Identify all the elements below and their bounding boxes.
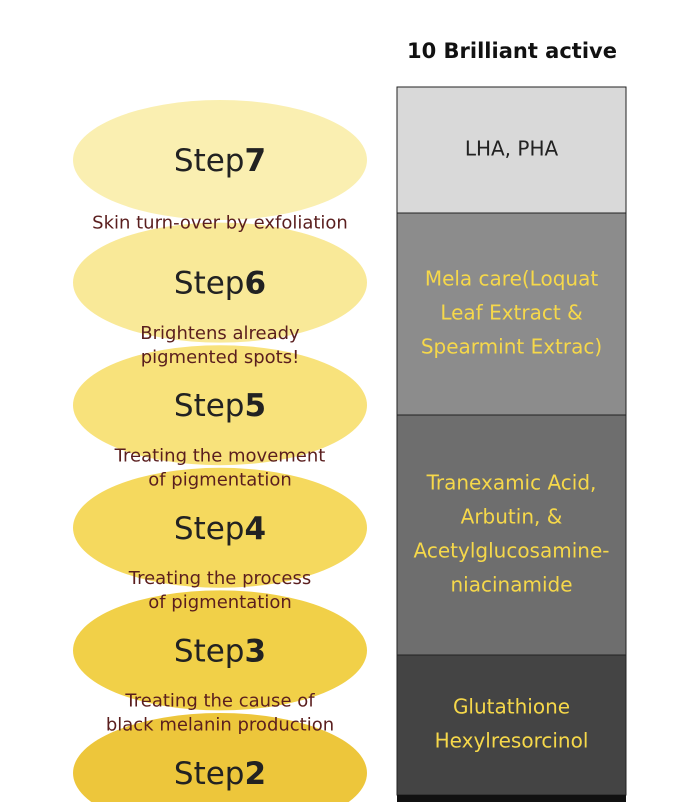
- step-ellipse: [73, 222, 367, 343]
- step-number: 7: [245, 143, 267, 179]
- step-description: Brightens already: [140, 323, 300, 344]
- step-ellipse: [73, 713, 367, 802]
- step-number: 4: [245, 510, 267, 546]
- step-description: of pigmentation: [148, 470, 292, 491]
- active-block: [396, 654, 627, 796]
- step-number: 6: [245, 265, 267, 301]
- step-description: Treating the cause of: [124, 691, 315, 712]
- step-description: of pigmentation: [148, 592, 292, 613]
- step-label: Step3: [174, 633, 266, 669]
- step-label: Step7: [174, 143, 266, 179]
- active-block: [396, 212, 627, 416]
- step-word: Step: [174, 510, 245, 546]
- active-text: Mela care(Loquat: [425, 267, 599, 291]
- active-text: Hexylresorcinol: [435, 729, 589, 753]
- step-description: Skin turn-over by exfoliation: [92, 212, 348, 233]
- active-text: Spearmint Extrac): [421, 335, 602, 359]
- step-word: Step: [174, 633, 245, 669]
- step-word: Step: [174, 265, 245, 301]
- step-label: Step6: [174, 265, 266, 301]
- step-description: pigmented spots!: [141, 347, 300, 368]
- step-label: Step4: [174, 510, 266, 546]
- step-description: Treating the process: [128, 568, 312, 589]
- active-block: [396, 414, 627, 656]
- step-description: Treating the movement: [114, 446, 326, 467]
- step-word: Step: [174, 388, 245, 424]
- step-word: Step: [174, 756, 245, 792]
- step-ellipse: [73, 467, 367, 588]
- step-description: black melanin production: [106, 715, 334, 736]
- active-block-bottom: [397, 795, 626, 802]
- step-number: 2: [245, 756, 267, 792]
- active-text: Leaf Extract &: [440, 301, 582, 325]
- active-text: niacinamide: [450, 573, 572, 597]
- step-word: Step: [174, 143, 245, 179]
- actives-title: 10 Brilliant active: [407, 39, 617, 63]
- active-block: [396, 86, 627, 214]
- step-ellipse: [73, 590, 367, 711]
- step-label: Step5: [174, 388, 266, 424]
- step-ellipse: [73, 100, 367, 220]
- active-text: LHA, PHA: [465, 137, 559, 161]
- active-text: Glutathione: [453, 695, 570, 719]
- active-text: Acetylglucosamine-: [414, 539, 610, 563]
- step-number: 3: [245, 633, 267, 669]
- active-text: Tranexamic Acid,: [426, 471, 597, 495]
- step-number: 5: [245, 388, 267, 424]
- step-label: Step2: [174, 756, 266, 792]
- active-text: Arbutin, &: [461, 505, 563, 529]
- step-ellipse: [73, 345, 367, 466]
